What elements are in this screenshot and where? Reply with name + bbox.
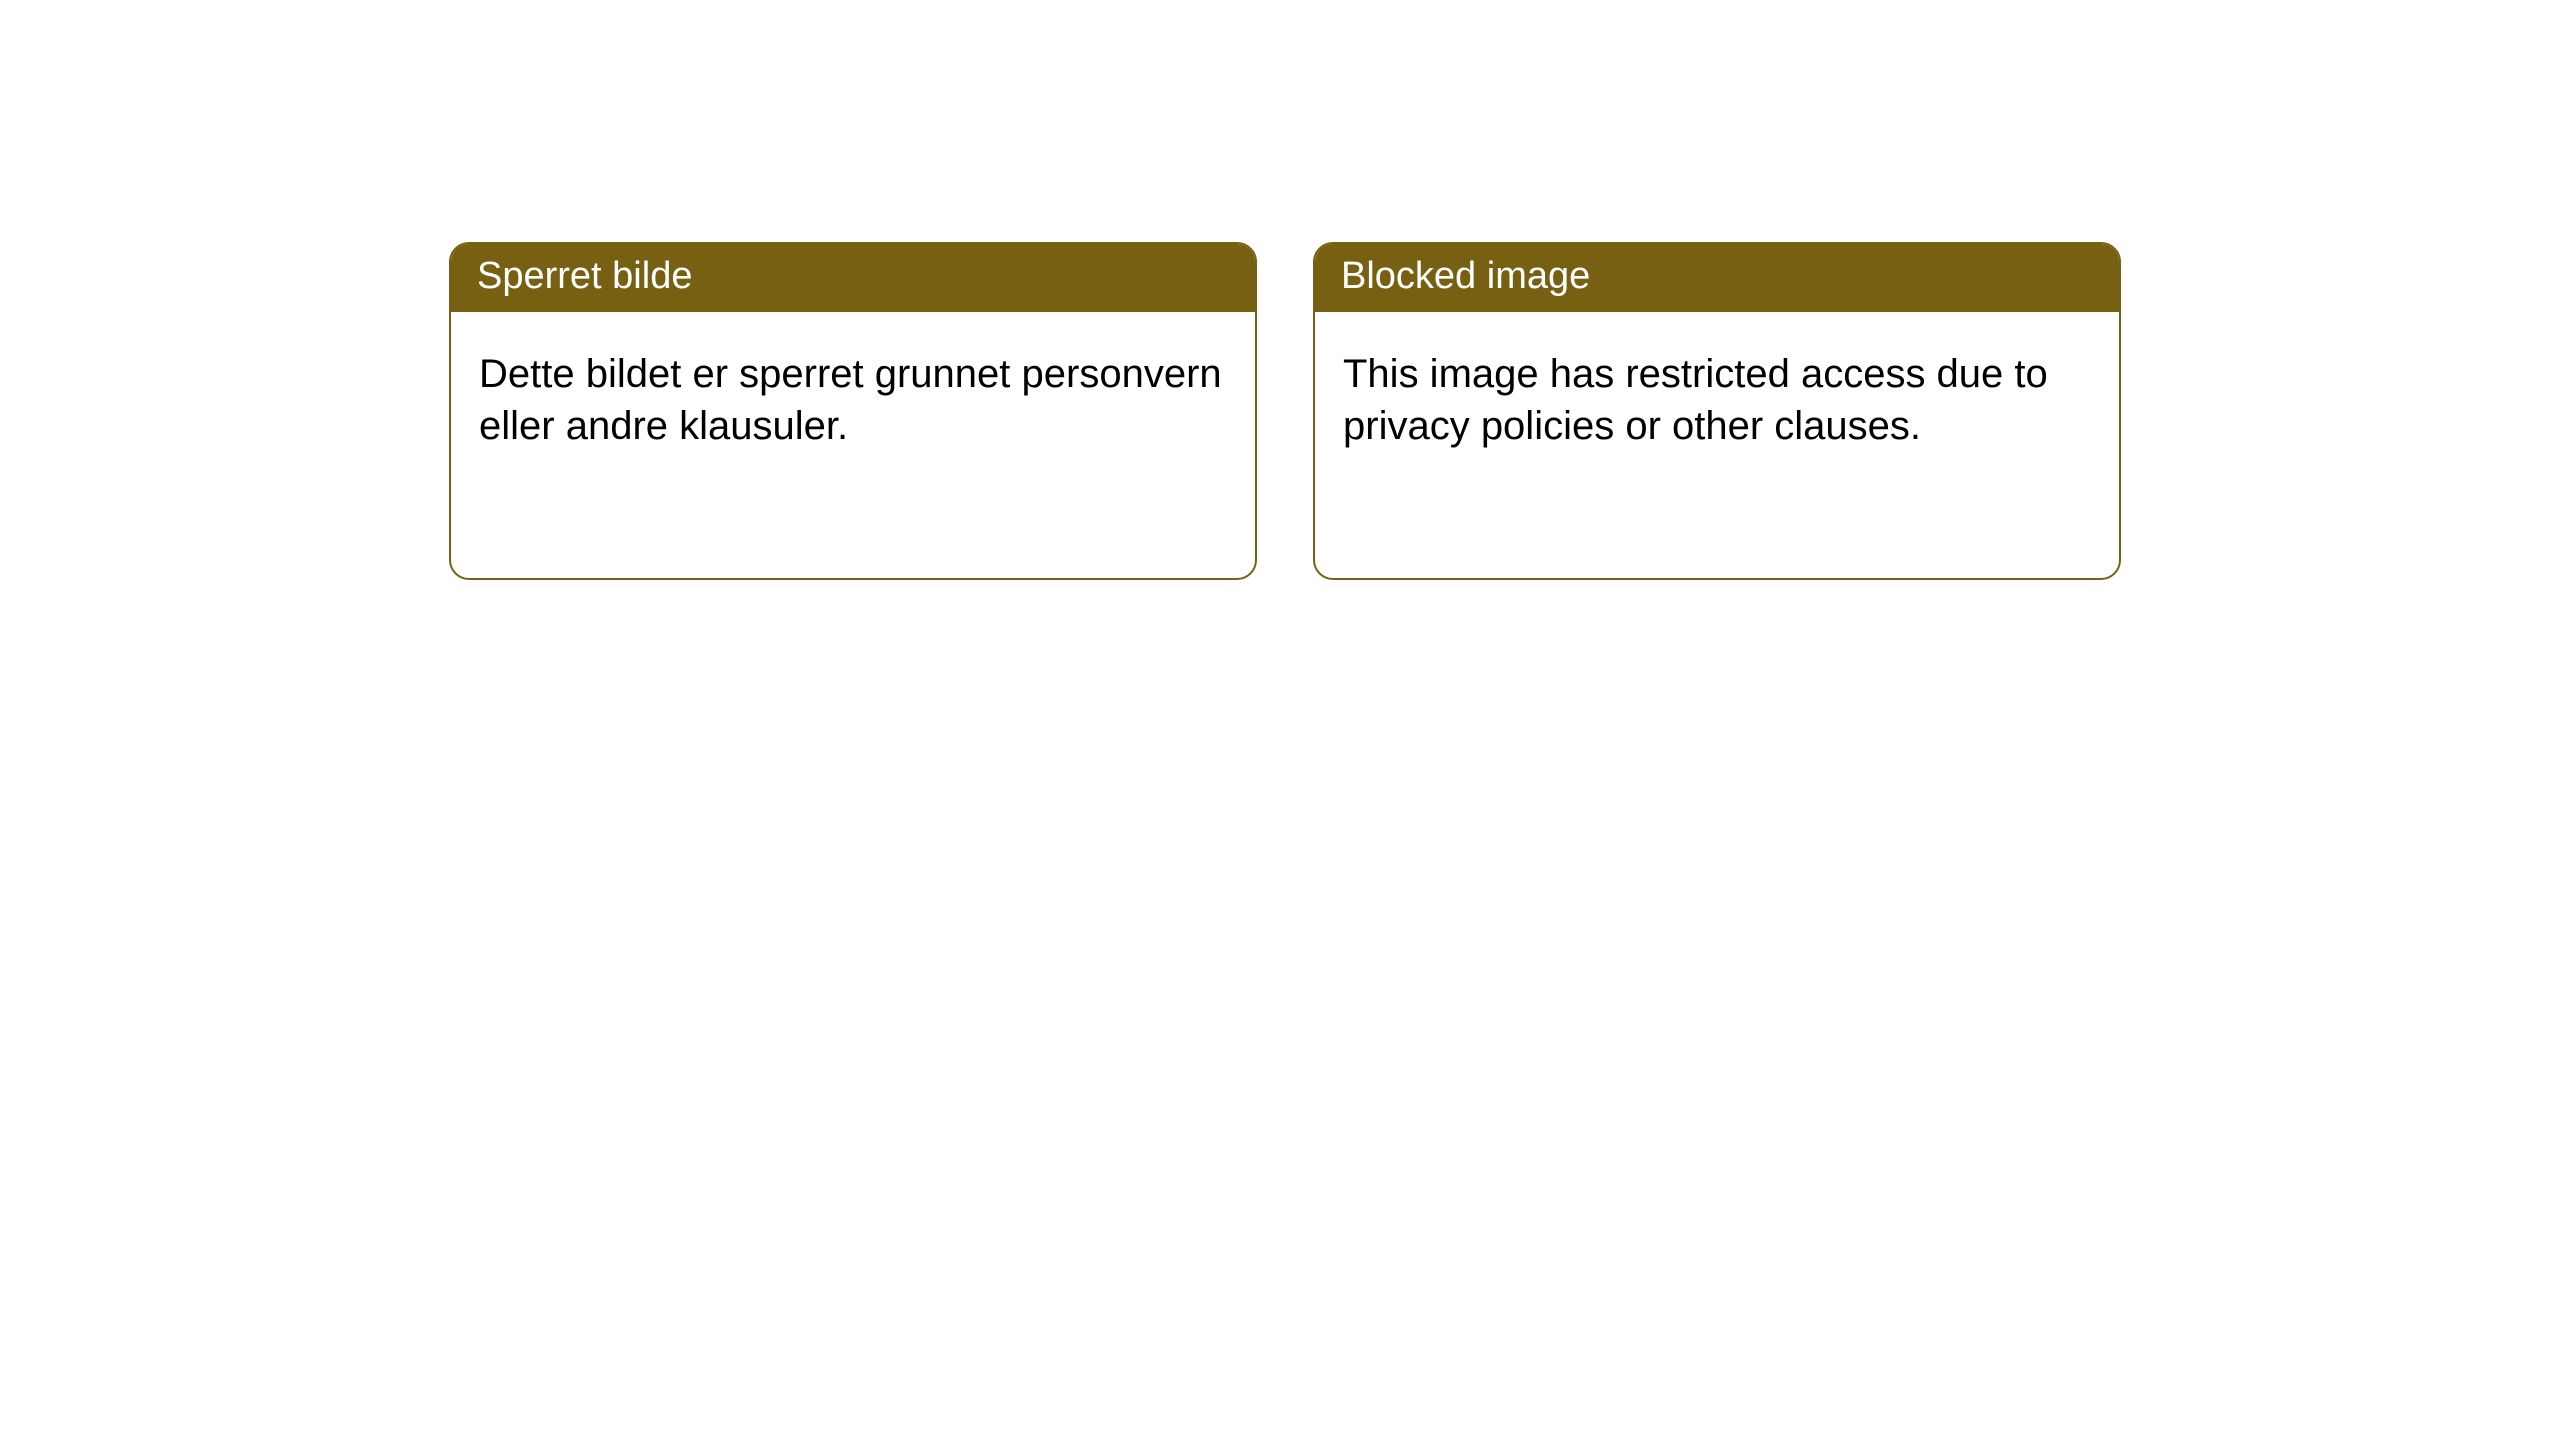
notice-body: This image has restricted access due to … bbox=[1315, 312, 2119, 488]
notice-title: Sperret bilde bbox=[451, 244, 1255, 312]
notice-container: Sperret bilde Dette bildet er sperret gr… bbox=[0, 0, 2560, 580]
notice-body: Dette bildet er sperret grunnet personve… bbox=[451, 312, 1255, 488]
notice-card-norwegian: Sperret bilde Dette bildet er sperret gr… bbox=[449, 242, 1257, 580]
notice-card-english: Blocked image This image has restricted … bbox=[1313, 242, 2121, 580]
notice-title: Blocked image bbox=[1315, 244, 2119, 312]
